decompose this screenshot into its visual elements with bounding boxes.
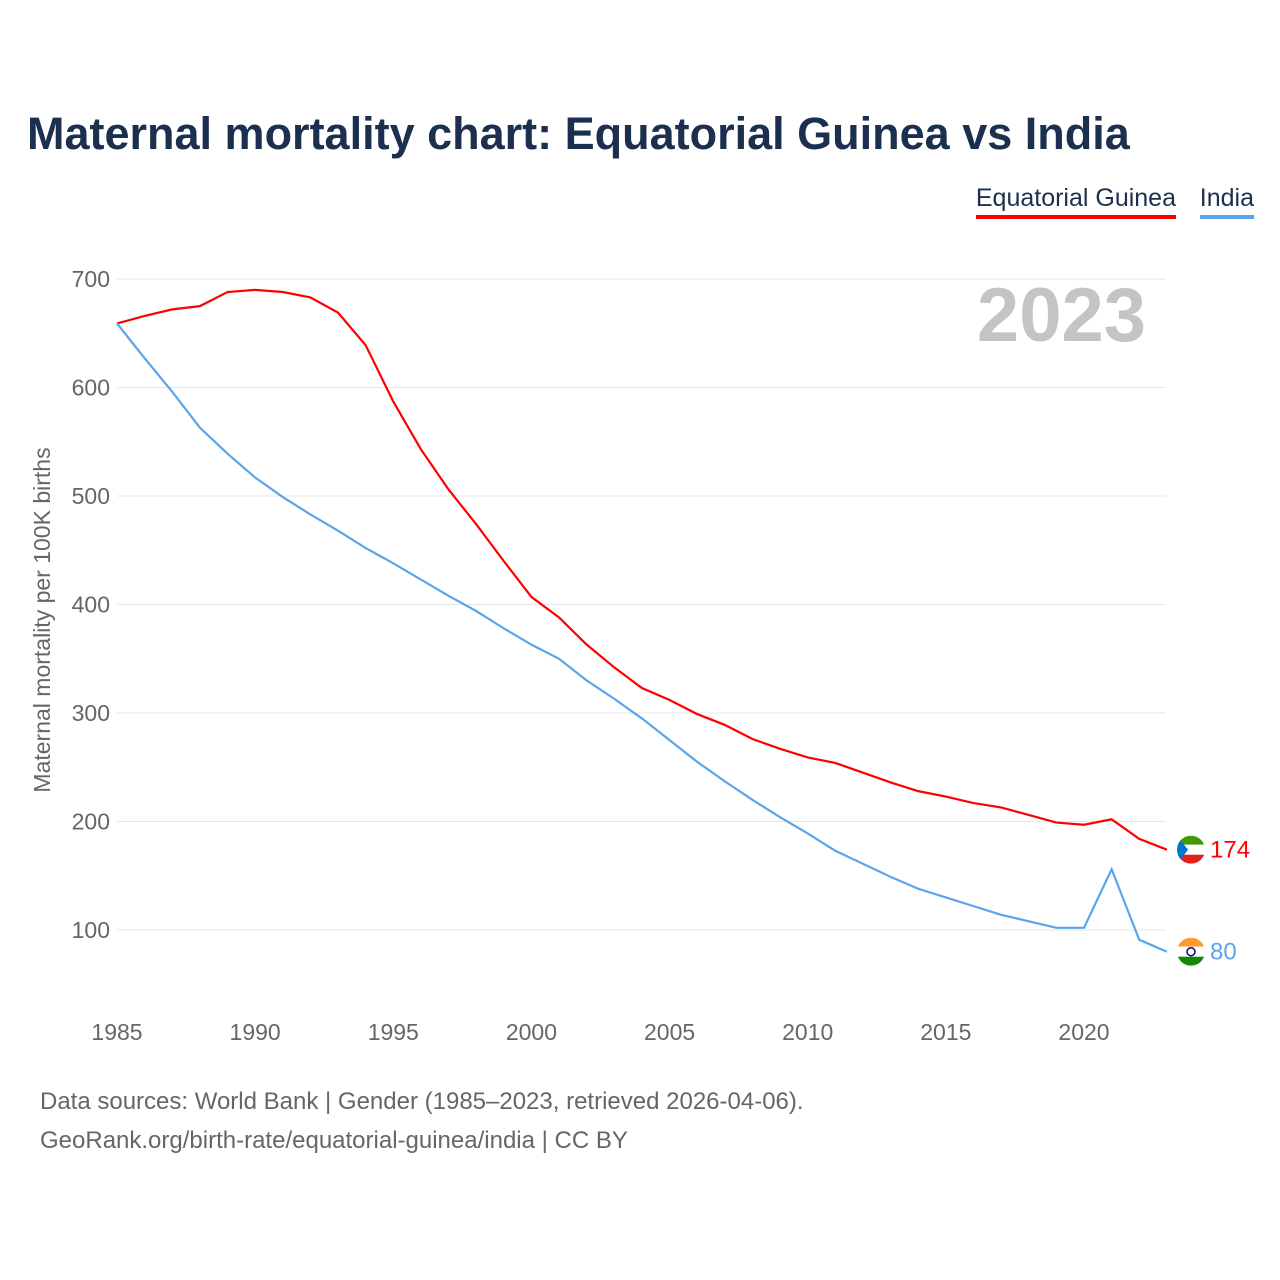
india-flag-icon <box>1177 937 1205 966</box>
y-tick-label: 100 <box>72 917 110 943</box>
series-line-india <box>116 322 1168 953</box>
equatorial-guinea-flag-icon <box>1177 835 1205 864</box>
year-label: 2023 <box>976 273 1146 358</box>
chart-title: Maternal mortality chart: Equatorial Gui… <box>27 108 1130 159</box>
end-value-label: 80 <box>1210 939 1237 966</box>
x-tick-label: 1985 <box>91 1019 142 1045</box>
end-value-label: 174 <box>1210 837 1250 864</box>
y-tick-label: 200 <box>72 809 110 835</box>
x-tick-label: 2005 <box>644 1019 695 1045</box>
x-tick-label: 2020 <box>1058 1019 1109 1045</box>
y-tick-label: 500 <box>72 483 110 509</box>
x-tick-label: 2015 <box>920 1019 971 1045</box>
legend-india[interactable]: India <box>1199 184 1254 219</box>
x-tick-label: 2000 <box>506 1019 557 1045</box>
footer-sources: Data sources: World Bank | Gender (1985–… <box>40 1088 804 1115</box>
x-tick-label: 2010 <box>782 1019 833 1045</box>
series-line-equatorial-guinea <box>116 288 1168 851</box>
y-tick-label: 600 <box>72 375 110 401</box>
y-axis-label: Maternal mortality per 100K births <box>29 447 55 792</box>
y-tick-label: 700 <box>72 266 110 292</box>
footer-url: GeoRank.org/birth-rate/equatorial-guinea… <box>40 1127 628 1154</box>
y-tick-label: 300 <box>72 700 110 726</box>
x-tick-label: 1990 <box>230 1019 281 1045</box>
x-tick-label: 1995 <box>368 1019 419 1045</box>
y-tick-label: 400 <box>72 592 110 618</box>
legend-equatorial-guinea[interactable]: Equatorial Guinea <box>975 184 1176 219</box>
